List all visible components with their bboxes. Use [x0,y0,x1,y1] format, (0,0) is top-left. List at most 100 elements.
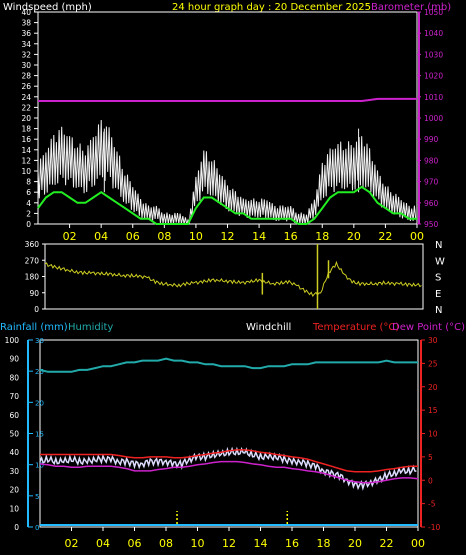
humidity-tick-label: 60 [9,411,19,420]
y-tick-label: 32 [21,50,31,59]
x-tick-label: 10 [191,537,205,550]
direction-tick-label: 0 [34,305,39,314]
direction-tick-label: 360 [25,240,40,249]
humidity-label: Humidity [68,322,113,333]
x-tick-label: 00 [411,537,425,550]
x-tick-label: 04 [96,537,110,550]
y2-tick-label: 960 [424,199,439,208]
wind-barometer-chart: 0246810121416182022242628303234363840950… [21,8,443,243]
y-tick-label: 40 [21,8,31,17]
y-tick-label: 8 [26,178,31,187]
y2-tick-label: 990 [424,135,439,144]
humidity-tick-label: 10 [9,504,19,513]
temp-tick-label: 30 [428,336,438,345]
temperature-label: Temperature (°C) [312,322,399,333]
y-tick-label: 24 [21,93,31,102]
page-title: 24 hour graph day : 20 December 2025 [172,2,371,13]
wind-direction-line [44,260,422,297]
rain-tick-label: 10 [35,462,44,470]
y-tick-label: 14 [21,146,31,155]
wind-gust-line [37,119,417,225]
barometer-line [38,97,417,102]
windchill-label: Windchill [246,322,291,333]
temperature-humidity-chart: 0102030405060708090100051015202530-10-50… [5,336,441,550]
y-tick-label: 28 [21,72,31,81]
y2-tick-label: 970 [424,178,439,187]
humidity-tick-label: 30 [9,467,19,476]
temperature-line [40,449,418,473]
x-tick-label: 18 [315,230,329,243]
y-tick-label: 10 [21,167,31,176]
x-tick-label: 12 [221,230,235,243]
y-tick-label: 38 [21,19,31,28]
compass-label: N [435,305,442,316]
temp-tick-label: 10 [428,430,438,439]
compass-label: S [435,273,441,284]
temp-tick-label: 0 [428,476,433,485]
compass-label: E [435,289,441,300]
y2-tick-label: 950 [424,220,439,229]
y-tick-label: 26 [21,82,31,91]
y-tick-label: 20 [21,114,31,123]
direction-tick-label: 270 [25,256,40,265]
rain-tick-label: 15 [35,431,44,439]
x-tick-label: 20 [348,537,362,550]
x-tick-label: 12 [222,537,236,550]
x-tick-label: 06 [126,230,140,243]
barometer-label: Barometer (mb) [371,2,451,13]
humidity-tick-label: 100 [5,336,20,345]
temp-tick-label: -5 [428,500,436,509]
dewpoint-label: Dew Point (°C) [392,322,465,333]
temp-tick-label: 5 [428,453,433,462]
humidity-tick-label: 0 [14,523,19,532]
x-tick-label: 22 [378,230,392,243]
windchill-line [39,446,417,491]
windspeed-label: Windspeed (mph) [3,2,92,13]
y-tick-label: 36 [21,29,31,38]
x-tick-label: 16 [284,230,298,243]
x-tick-label: 00 [410,230,424,243]
humidity-tick-label: 20 [9,486,19,495]
wind-average-line [37,185,417,225]
y-tick-label: 4 [26,199,31,208]
y2-tick-label: 980 [424,156,439,165]
y-tick-label: 30 [21,61,31,70]
rain-tick-label: 5 [35,493,39,501]
humidity-tick-label: 80 [9,373,19,382]
y2-tick-label: 1040 [424,29,443,38]
y-tick-label: 34 [21,40,31,49]
y2-tick-label: 1030 [424,50,443,59]
x-tick-label: 06 [128,537,142,550]
humidity-tick-label: 70 [9,392,19,401]
y-tick-label: 12 [21,156,31,165]
compass-label: W [435,256,445,267]
y-tick-label: 6 [26,188,31,197]
y-tick-label: 18 [21,125,31,134]
rain-tick-label: 0 [35,524,39,532]
x-tick-label: 08 [159,537,173,550]
x-tick-label: 14 [254,537,268,550]
y2-tick-label: 1000 [424,114,443,123]
x-tick-label: 22 [380,537,394,550]
x-tick-label: 02 [65,537,79,550]
y-tick-label: 0 [26,220,31,229]
rainfall-label: Rainfall (mm) [0,322,68,333]
humidity-line [39,357,418,373]
direction-tick-label: 180 [25,273,40,282]
x-tick-label: 02 [63,230,77,243]
direction-frame [44,243,424,310]
temp-tick-label: 15 [428,406,438,415]
x-tick-label: 16 [285,537,299,550]
y-tick-label: 16 [21,135,31,144]
y-tick-label: 2 [26,209,31,218]
y2-tick-label: 1010 [424,93,443,102]
x-tick-label: 10 [189,230,203,243]
x-tick-label: 20 [347,230,361,243]
direction-tick-label: 90 [29,289,39,298]
x-tick-label: 18 [317,537,331,550]
temp-tick-label: -10 [428,523,440,532]
temp-tick-label: 25 [428,359,438,368]
